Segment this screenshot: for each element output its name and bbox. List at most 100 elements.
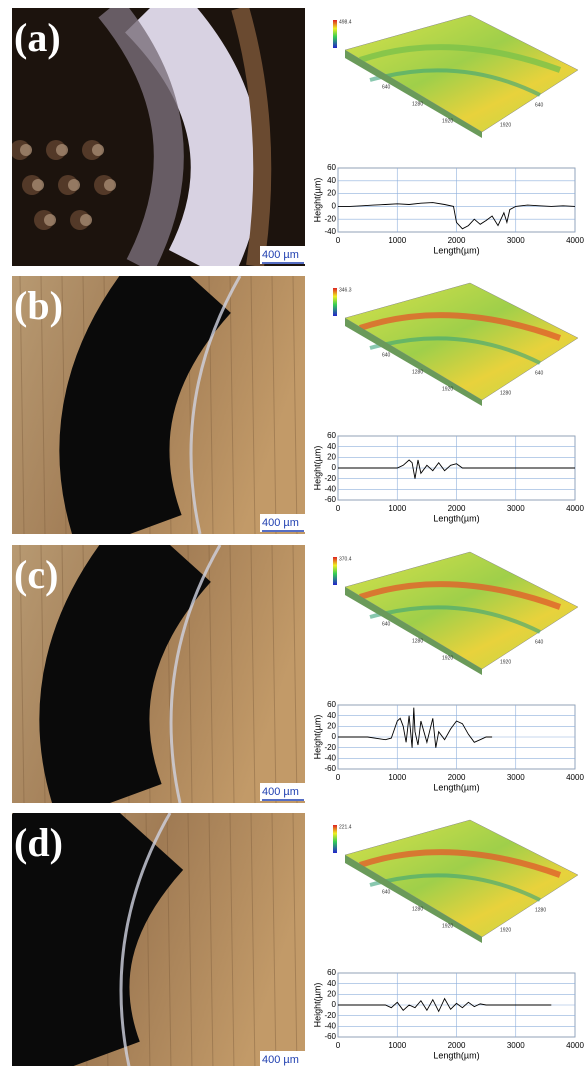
y-tick-label: 60 xyxy=(327,968,336,977)
scale-bar-label: 400 µm xyxy=(262,1054,299,1066)
surface-axis-label: 1920 xyxy=(500,659,511,665)
x-tick-label: 4000 xyxy=(566,504,584,513)
surface-axis-label: 1280 xyxy=(412,369,423,375)
x-tick-label: 1000 xyxy=(388,773,406,782)
y-tick-label: -20 xyxy=(324,743,336,752)
micro-spot xyxy=(32,179,44,191)
x-tick-label: 0 xyxy=(336,236,341,245)
x-tick-label: 3000 xyxy=(507,504,525,513)
color-bar xyxy=(333,20,337,48)
x-tick-label: 4000 xyxy=(566,773,584,782)
x-tick-label: 3000 xyxy=(507,773,525,782)
y-tick-label: 40 xyxy=(327,711,336,720)
y-axis-label: Height(µm) xyxy=(312,715,322,760)
x-tick-label: 2000 xyxy=(448,773,466,782)
x-tick-label: 2000 xyxy=(448,504,466,513)
panel-label: (d) xyxy=(14,820,63,865)
y-tick-label: 0 xyxy=(332,463,337,472)
x-tick-label: 0 xyxy=(336,1041,341,1050)
y-tick-label: -20 xyxy=(324,474,336,483)
micro-spot xyxy=(56,144,68,156)
scale-bar-label: 400 µm xyxy=(262,786,299,798)
color-bar xyxy=(333,288,337,316)
y-axis-label: Height(µm) xyxy=(312,446,322,491)
surface-plot: 221.4 640 1280 1920 1920 1280 xyxy=(333,820,578,943)
micro-spot xyxy=(104,179,116,191)
surface-axis-label: 1920 xyxy=(500,122,511,128)
figure: (a)400 µm498.46401280192019206406040200-… xyxy=(0,0,585,1066)
y-tick-label: 20 xyxy=(327,989,336,998)
surface-axis-label: 1920 xyxy=(500,927,511,933)
x-tick-label: 2000 xyxy=(448,236,466,245)
surface-axis-label: 1920 xyxy=(442,386,453,392)
surface-axis-label: 1920 xyxy=(442,655,453,661)
surface-axis-label: 1920 xyxy=(442,118,453,124)
surface-plot: 346.3 640 1280 1920 1280 640 xyxy=(333,283,578,406)
color-bar xyxy=(333,825,337,853)
surface-axis-label: 1280 xyxy=(500,390,511,396)
x-tick-label: 4000 xyxy=(566,1041,584,1050)
x-axis-label: Length(µm) xyxy=(433,782,479,792)
x-axis-label: Length(µm) xyxy=(433,1050,479,1060)
y-axis-label: Height(µm) xyxy=(312,983,322,1028)
y-tick-label: 0 xyxy=(332,1000,337,1009)
micro-spot xyxy=(92,144,104,156)
y-tick-label: 20 xyxy=(327,452,336,461)
panel-label: (c) xyxy=(14,552,58,597)
scale-bar-label: 400 µm xyxy=(262,517,299,529)
surface-axis-label: 370.4 xyxy=(339,556,352,562)
y-tick-label: -60 xyxy=(324,495,336,504)
x-axis-label: Length(µm) xyxy=(433,513,479,523)
surface-axis-label: 640 xyxy=(382,889,391,895)
y-tick-label: 60 xyxy=(327,700,336,709)
y-tick-label: -60 xyxy=(324,764,336,773)
surface-axis-label: 346.3 xyxy=(339,287,352,293)
x-tick-label: 1000 xyxy=(388,236,406,245)
surface-axis-label: 1280 xyxy=(412,638,423,644)
scale-bar-label: 400 µm xyxy=(262,249,299,261)
y-tick-label: 20 xyxy=(327,721,336,730)
y-tick-label: 40 xyxy=(327,979,336,988)
surface-axis-label: 640 xyxy=(382,84,391,90)
y-tick-label: -40 xyxy=(324,484,336,493)
color-bar xyxy=(333,557,337,585)
y-tick-label: 40 xyxy=(327,442,336,451)
y-tick-label: -40 xyxy=(324,753,336,762)
x-tick-label: 1000 xyxy=(388,504,406,513)
y-tick-label: -40 xyxy=(324,1021,336,1030)
y-tick-label: 0 xyxy=(332,732,337,741)
y-tick-label: -20 xyxy=(324,1011,336,1020)
surface-axis-label: 640 xyxy=(382,621,391,627)
surface-axis-label: 1920 xyxy=(442,923,453,929)
panel-label: (b) xyxy=(14,283,63,328)
y-axis-label: Height(µm) xyxy=(312,178,322,223)
surface-plot: 370.4 640 1280 1920 1920 640 xyxy=(333,552,578,675)
y-tick-label: 20 xyxy=(327,189,336,198)
x-tick-label: 1000 xyxy=(388,1041,406,1050)
panel-label: (a) xyxy=(14,15,61,60)
x-tick-label: 0 xyxy=(336,504,341,513)
micro-spot xyxy=(80,214,92,226)
x-tick-label: 4000 xyxy=(566,236,584,245)
surface-axis-label: 1280 xyxy=(412,906,423,912)
surface-axis-label: 221.4 xyxy=(339,824,352,830)
x-tick-label: 2000 xyxy=(448,1041,466,1050)
y-tick-label: -40 xyxy=(324,227,336,236)
y-tick-label: 60 xyxy=(327,431,336,440)
y-tick-label: 0 xyxy=(332,202,337,211)
surface-axis-label: 640 xyxy=(535,639,544,645)
micro-spot xyxy=(20,144,32,156)
y-tick-label: 40 xyxy=(327,176,336,185)
surface-axis-label: 640 xyxy=(382,352,391,358)
y-tick-label: -20 xyxy=(324,214,336,223)
surface-axis-label: 640 xyxy=(535,370,544,376)
x-tick-label: 3000 xyxy=(507,236,525,245)
x-tick-label: 3000 xyxy=(507,1041,525,1050)
y-tick-label: -60 xyxy=(324,1032,336,1041)
surface-axis-label: 1280 xyxy=(535,907,546,913)
surface-axis-label: 498.4 xyxy=(339,19,352,25)
micro-spot xyxy=(44,214,56,226)
surface-axis-label: 1280 xyxy=(412,101,423,107)
x-axis-label: Length(µm) xyxy=(433,245,479,255)
